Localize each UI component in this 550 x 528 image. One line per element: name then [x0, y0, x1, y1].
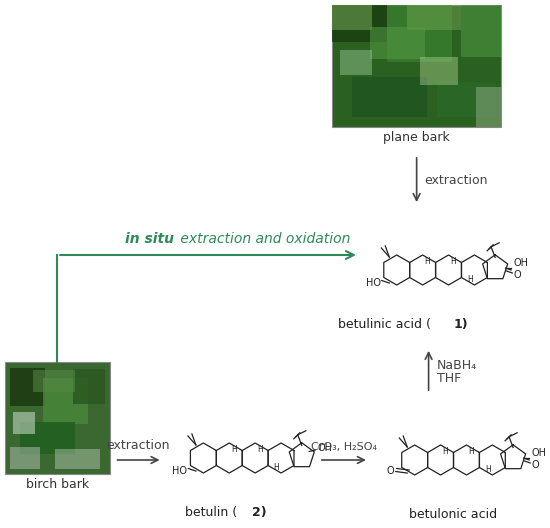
Bar — [5, 362, 109, 474]
Text: H: H — [442, 447, 448, 456]
Text: betulonic acid: betulonic acid — [409, 508, 498, 521]
Text: CrO₃, H₂SO₄: CrO₃, H₂SO₄ — [311, 442, 377, 452]
Text: NaBH₄: NaBH₄ — [437, 359, 477, 372]
Text: HO: HO — [172, 466, 188, 476]
Bar — [55, 449, 100, 469]
Bar — [20, 422, 75, 454]
Bar — [387, 5, 452, 62]
Text: H: H — [257, 445, 262, 454]
Text: betulinic acid (: betulinic acid ( — [338, 318, 431, 331]
Bar — [461, 5, 502, 57]
Text: HO: HO — [366, 278, 381, 288]
Text: H: H — [468, 447, 474, 456]
Text: extraction: extraction — [106, 439, 169, 452]
Bar — [10, 447, 40, 469]
Text: H: H — [274, 463, 279, 472]
Text: extraction and oxidation: extraction and oxidation — [177, 232, 351, 246]
Text: H: H — [424, 257, 430, 266]
Text: O: O — [386, 467, 394, 476]
Bar — [437, 82, 497, 117]
Bar — [332, 5, 502, 127]
Bar — [10, 368, 45, 406]
Bar — [476, 87, 502, 127]
Bar — [332, 5, 372, 30]
Text: H: H — [467, 275, 473, 284]
Bar — [33, 370, 75, 392]
Text: extraction: extraction — [425, 174, 488, 186]
Text: H: H — [450, 257, 456, 266]
Text: OH: OH — [513, 258, 529, 268]
Bar — [43, 378, 87, 424]
Text: OH: OH — [317, 443, 332, 453]
Text: 1): 1) — [454, 318, 468, 331]
Bar — [340, 50, 372, 75]
Bar — [73, 369, 104, 404]
Text: in situ: in situ — [125, 232, 174, 246]
Text: H: H — [231, 445, 236, 454]
Text: THF: THF — [437, 372, 461, 385]
Text: birch bark: birch bark — [26, 478, 89, 491]
Text: 2): 2) — [252, 506, 267, 519]
Bar — [332, 5, 387, 42]
Text: OH: OH — [531, 448, 546, 458]
Text: O: O — [513, 270, 521, 280]
Bar — [352, 77, 427, 117]
Bar — [13, 412, 35, 434]
Text: O: O — [531, 460, 539, 470]
Bar — [420, 57, 458, 85]
Bar — [370, 27, 425, 59]
Text: betulin (: betulin ( — [185, 506, 237, 519]
Text: H: H — [485, 465, 491, 474]
Text: plane bark: plane bark — [383, 131, 450, 144]
Bar — [406, 5, 461, 30]
